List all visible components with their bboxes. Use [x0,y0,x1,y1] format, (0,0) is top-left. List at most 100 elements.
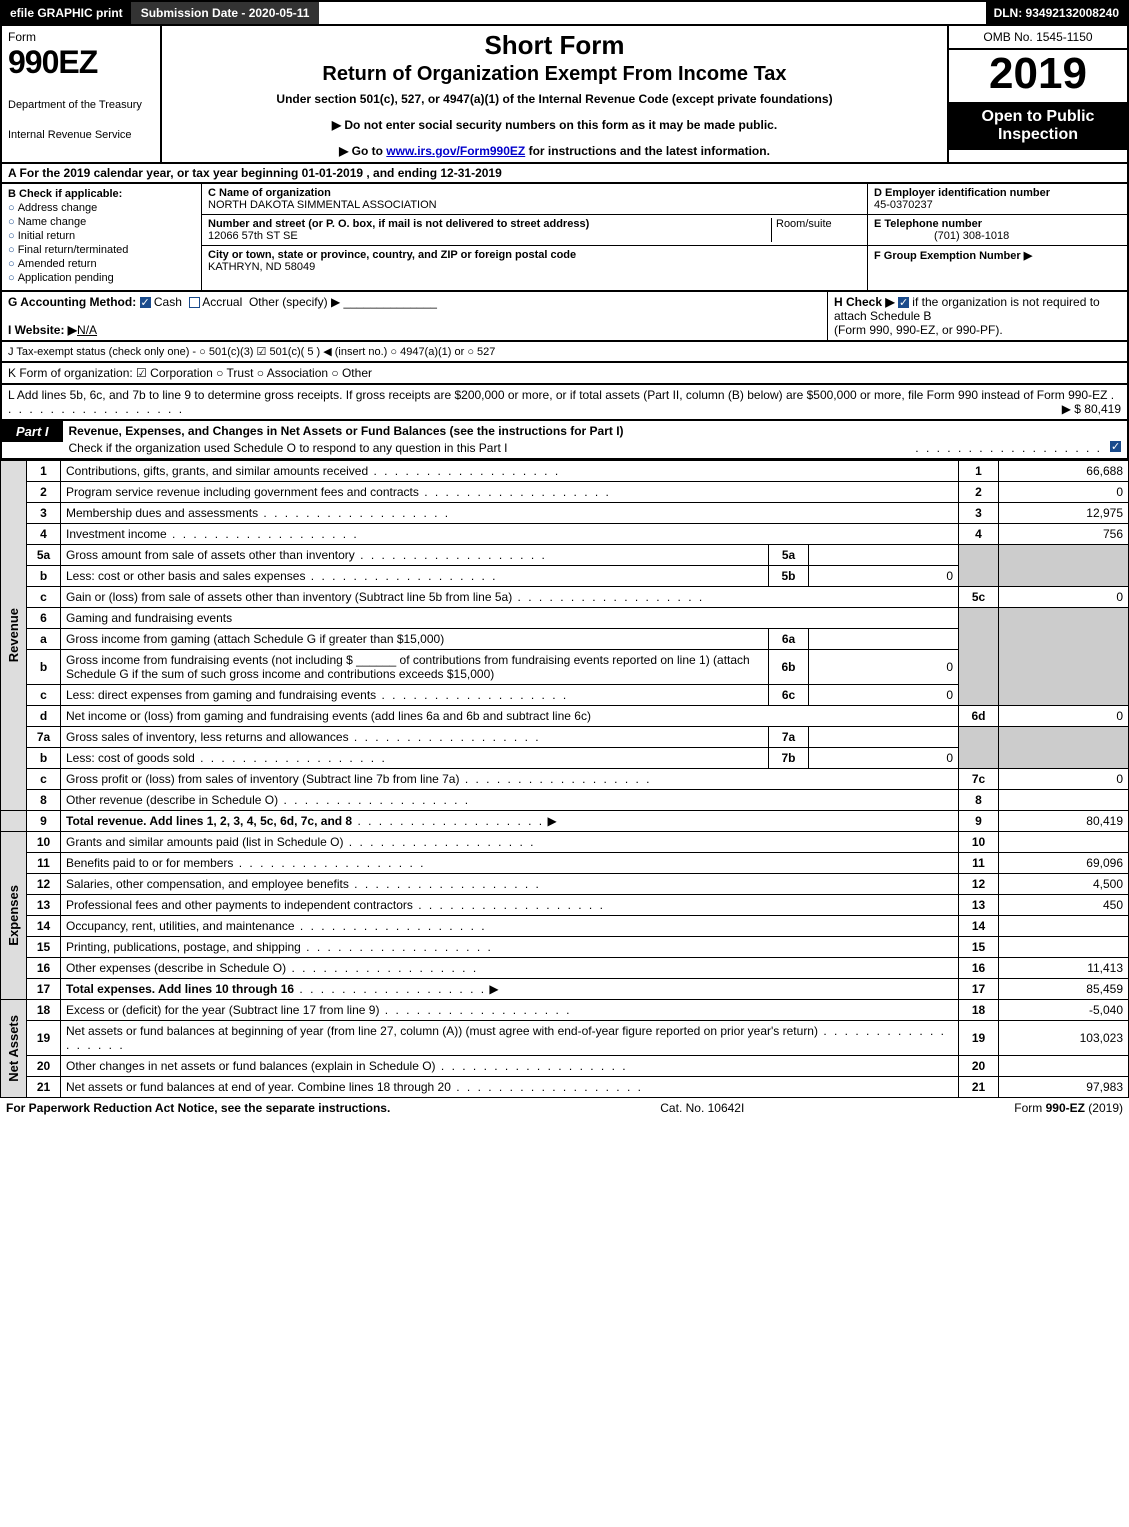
netassets-side-label: Net Assets [6,1015,21,1082]
l1-amt: 66,688 [999,461,1129,482]
dots [305,569,497,583]
l15-col: 15 [959,937,999,958]
l7a-sn: 7a [769,727,809,748]
l5b-desc: Less: cost or other basis and sales expe… [66,569,305,583]
form-word: Form [8,30,154,44]
notice-post: for instructions and the latest informat… [525,144,770,158]
chk-cash[interactable] [140,297,151,308]
footer-form: 990-EZ [1046,1101,1085,1115]
chk-final-return[interactable]: Final return/terminated [8,244,195,256]
spacer [319,2,985,24]
row-j: J Tax-exempt status (check only one) - ○… [0,342,1129,363]
l6-desc: Gaming and fundraising events [61,608,959,629]
l5b-sv: 0 [809,566,959,587]
grey-cell [999,727,1129,769]
short-form-title: Short Form [172,30,937,61]
dots [233,856,425,870]
l7b-num: b [27,748,61,769]
block-c: C Name of organization NORTH DAKOTA SIMM… [202,184,867,290]
l8-col: 8 [959,790,999,811]
notice-link: ▶ Go to www.irs.gov/Form990EZ for instru… [172,144,937,158]
chk-schedule-b[interactable] [898,297,909,308]
line-9: 9 Total revenue. Add lines 1, 2, 3, 4, 5… [1,811,1129,832]
l6a-sv [809,629,959,650]
dots [343,835,535,849]
spacer [1,811,27,832]
line-3: 3 Membership dues and assessments 3 12,9… [1,503,1129,524]
l15-amt [999,937,1129,958]
part1-bar: Part I [2,421,63,442]
dots [419,485,611,499]
header-mid: Short Form Return of Organization Exempt… [162,26,947,162]
ein-cell: D Employer identification number 45-0370… [868,184,1127,215]
line-19: 19Net assets or fund balances at beginni… [1,1021,1129,1056]
grey-cell [999,545,1129,587]
website-value: N/A [77,323,97,337]
l3-amt: 12,975 [999,503,1129,524]
l7a-num: 7a [27,727,61,748]
l15-num: 15 [27,937,61,958]
street-cell: Number and street (or P. O. box, if mail… [202,215,867,246]
l7c-col: 7c [959,769,999,790]
l8-desc: Other revenue (describe in Schedule O) [66,793,278,807]
line-5a: 5a Gross amount from sale of assets othe… [1,545,1129,566]
chk-initial-return[interactable]: Initial return [8,230,195,242]
footer: For Paperwork Reduction Act Notice, see … [0,1098,1129,1118]
open-inspection: Open to Public Inspection [949,102,1127,150]
chk-amended[interactable]: Amended return [8,258,195,270]
l6c-sn: 6c [769,685,809,706]
line-7c: c Gross profit or (loss) from sales of i… [1,769,1129,790]
chk-address-change[interactable]: Address change [8,202,195,214]
row-k: K Form of organization: ☑ Corporation ○ … [0,363,1129,385]
entity-block: B Check if applicable: Address change Na… [0,184,1129,292]
chk-name-change[interactable]: Name change [8,216,195,228]
row-g: G Accounting Method: Cash Accrual Other … [2,292,827,340]
chk-schedule-o[interactable] [1110,441,1121,452]
l6a-sn: 6a [769,629,809,650]
line-8: 8 Other revenue (describe in Schedule O)… [1,790,1129,811]
block-b-label: B Check if applicable: [8,188,195,200]
irs-link[interactable]: www.irs.gov/Form990EZ [386,144,525,158]
l19-col: 19 [959,1021,999,1056]
l6b-sv: 0 [809,650,959,685]
h-sub: (Form 990, 990-EZ, or 990-PF). [834,323,1003,337]
chk-accrual[interactable] [189,297,200,308]
l18-num: 18 [27,1000,61,1021]
l7c-amt: 0 [999,769,1129,790]
org-name: NORTH DAKOTA SIMMENTAL ASSOCIATION [208,199,437,211]
l7c-num: c [27,769,61,790]
l6d-col: 6d [959,706,999,727]
line-2: 2 Program service revenue including gove… [1,482,1129,503]
l11-num: 11 [27,853,61,874]
l12-amt: 4,500 [999,874,1129,895]
l1-col: 1 [959,461,999,482]
l21-num: 21 [27,1077,61,1098]
l6b-num: b [27,650,61,685]
city-value: KATHRYN, ND 58049 [208,261,315,273]
l5a-sn: 5a [769,545,809,566]
dots [258,506,450,520]
l11-amt: 69,096 [999,853,1129,874]
grey-cell [999,608,1129,706]
dots [915,441,1102,455]
l6b-sn: 6b [769,650,809,685]
l6b-desc1: Gross income from fundraising events (no… [66,653,353,667]
l13-num: 13 [27,895,61,916]
chk-application-pending[interactable]: Application pending [8,272,195,284]
l21-col: 21 [959,1077,999,1098]
l5c-num: c [27,587,61,608]
street-value: 12066 57th ST SE [208,230,298,242]
l16-col: 16 [959,958,999,979]
l10-num: 10 [27,832,61,853]
grey-cell [959,608,999,706]
l7a-desc: Gross sales of inventory, less returns a… [66,730,349,744]
line-10: Expenses 10 Grants and similar amounts p… [1,832,1129,853]
efile-label[interactable]: efile GRAPHIC print [2,2,131,24]
accounting-label: G Accounting Method: [8,295,136,309]
l2-num: 2 [27,482,61,503]
l19-amt: 103,023 [999,1021,1129,1056]
phone-cell: E Telephone number (701) 308-1018 [868,215,1127,246]
l2-col: 2 [959,482,999,503]
l5a-desc: Gross amount from sale of assets other t… [66,548,355,562]
accrual-label: Accrual [202,295,242,309]
